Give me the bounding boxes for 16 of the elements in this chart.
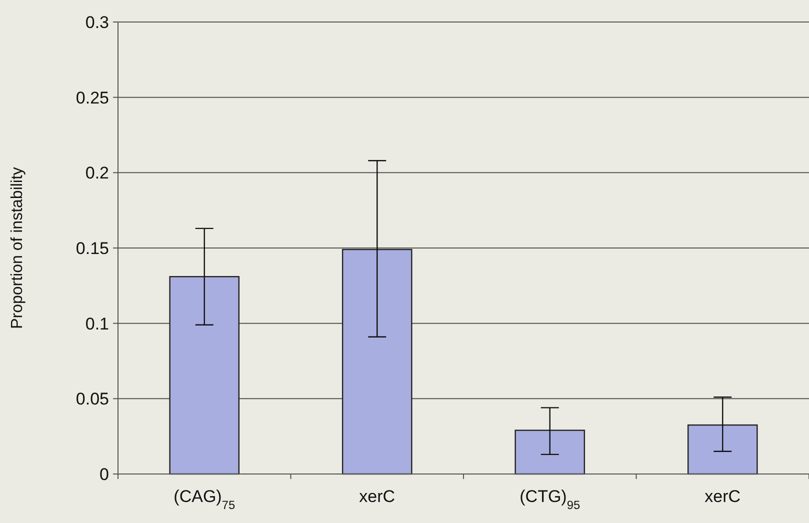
x-tick-label: xerC xyxy=(704,487,741,506)
bar xyxy=(169,276,240,475)
x-tick-label: (CTG)$_{95}$ xyxy=(520,487,580,512)
y-axis-title: Proportion of instability xyxy=(9,167,26,329)
y-tick-label: 0 xyxy=(100,464,109,484)
y-tick-label: 0.1 xyxy=(85,314,109,334)
y-tick-label: 0.3 xyxy=(85,12,109,32)
y-tick-label: 0.15 xyxy=(76,238,109,258)
bar xyxy=(514,430,586,475)
x-tick-label: (CAG)$_{75}$ xyxy=(174,487,236,512)
bar xyxy=(687,424,758,475)
x-tick-label: xerC xyxy=(359,487,396,506)
bar xyxy=(342,248,412,475)
y-tick-label: 0.05 xyxy=(76,390,109,409)
y-tick-label: 0.25 xyxy=(76,88,109,108)
y-tick-label: 0.2 xyxy=(85,164,109,183)
